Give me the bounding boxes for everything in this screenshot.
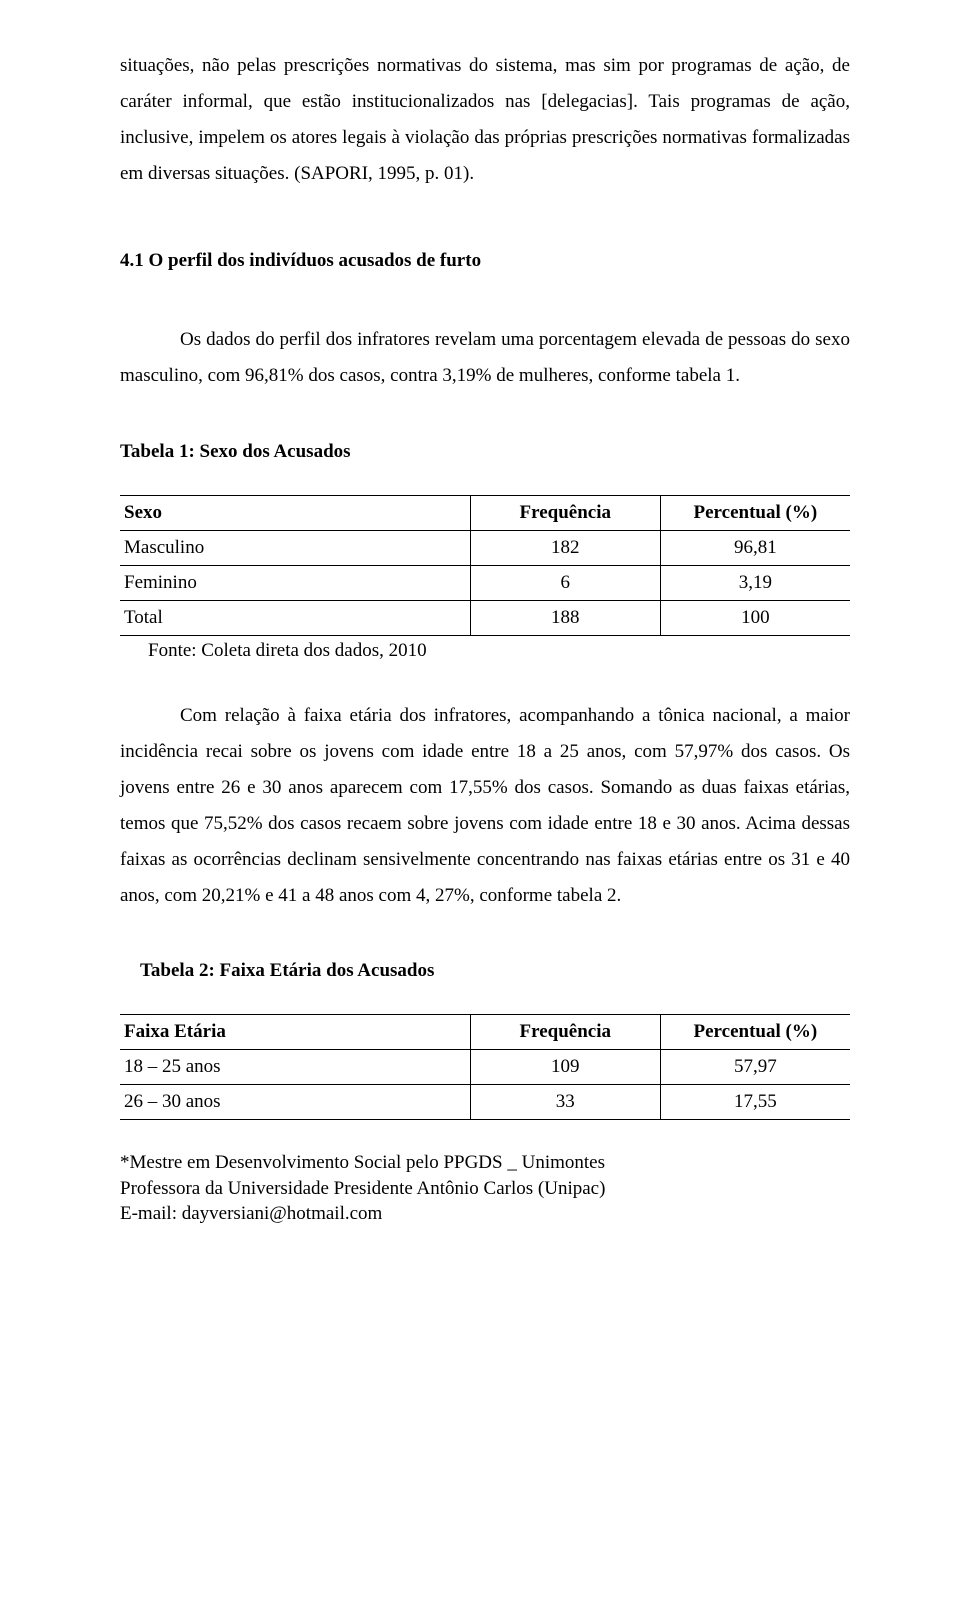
paragraph-3: Com relação à faixa etária dos infratore… xyxy=(120,698,850,915)
table2-cell: 17,55 xyxy=(660,1085,850,1120)
table1-col-header-0: Sexo xyxy=(120,495,470,530)
table1-cell: Feminino xyxy=(120,565,470,600)
table2-cell: 26 – 30 anos xyxy=(120,1085,470,1120)
table2-col-header-2: Percentual (%) xyxy=(660,1015,850,1050)
table1-cell: 96,81 xyxy=(660,530,850,565)
table1-cell: Masculino xyxy=(120,530,470,565)
table1-cell: Total xyxy=(120,600,470,635)
table2-cell: 109 xyxy=(470,1050,660,1085)
table1-cell: 182 xyxy=(470,530,660,565)
table-header-row: Faixa Etária Frequência Percentual (%) xyxy=(120,1015,850,1050)
table1: Sexo Frequência Percentual (%) Masculino… xyxy=(120,495,850,636)
paragraph-1: situações, não pelas prescrições normati… xyxy=(120,48,850,192)
table-row: Masculino 182 96,81 xyxy=(120,530,850,565)
table1-cell: 188 xyxy=(470,600,660,635)
table2-col-header-1: Frequência xyxy=(470,1015,660,1050)
table1-col-header-2: Percentual (%) xyxy=(660,495,850,530)
table-row: 26 – 30 anos 33 17,55 xyxy=(120,1085,850,1120)
footer-line-3: E-mail: dayversiani@hotmail.com xyxy=(120,1201,850,1227)
document-page: situações, não pelas prescrições normati… xyxy=(0,0,960,1267)
table1-source: Fonte: Coleta direta dos dados, 2010 xyxy=(148,640,850,662)
table2-caption: Tabela 2: Faixa Etária dos Acusados xyxy=(140,960,850,982)
table1-cell: 6 xyxy=(470,565,660,600)
table2: Faixa Etária Frequência Percentual (%) 1… xyxy=(120,1014,850,1120)
footer: *Mestre em Desenvolvimento Social pelo P… xyxy=(120,1150,850,1227)
table1-cell: 3,19 xyxy=(660,565,850,600)
table2-col-header-0: Faixa Etária xyxy=(120,1015,470,1050)
footer-line-1: *Mestre em Desenvolvimento Social pelo P… xyxy=(120,1150,850,1176)
table-header-row: Sexo Frequência Percentual (%) xyxy=(120,495,850,530)
table-row: 18 – 25 anos 109 57,97 xyxy=(120,1050,850,1085)
table1-cell: 100 xyxy=(660,600,850,635)
table1-col-header-1: Frequência xyxy=(470,495,660,530)
section-heading: 4.1 O perfil dos indivíduos acusados de … xyxy=(120,250,850,272)
table-row: Total 188 100 xyxy=(120,600,850,635)
table2-cell: 57,97 xyxy=(660,1050,850,1085)
paragraph-2: Os dados do perfil dos infratores revela… xyxy=(120,322,850,394)
table2-cell: 18 – 25 anos xyxy=(120,1050,470,1085)
table1-caption: Tabela 1: Sexo dos Acusados xyxy=(120,441,850,463)
table2-cell: 33 xyxy=(470,1085,660,1120)
table-row: Feminino 6 3,19 xyxy=(120,565,850,600)
footer-line-2: Professora da Universidade Presidente An… xyxy=(120,1176,850,1202)
